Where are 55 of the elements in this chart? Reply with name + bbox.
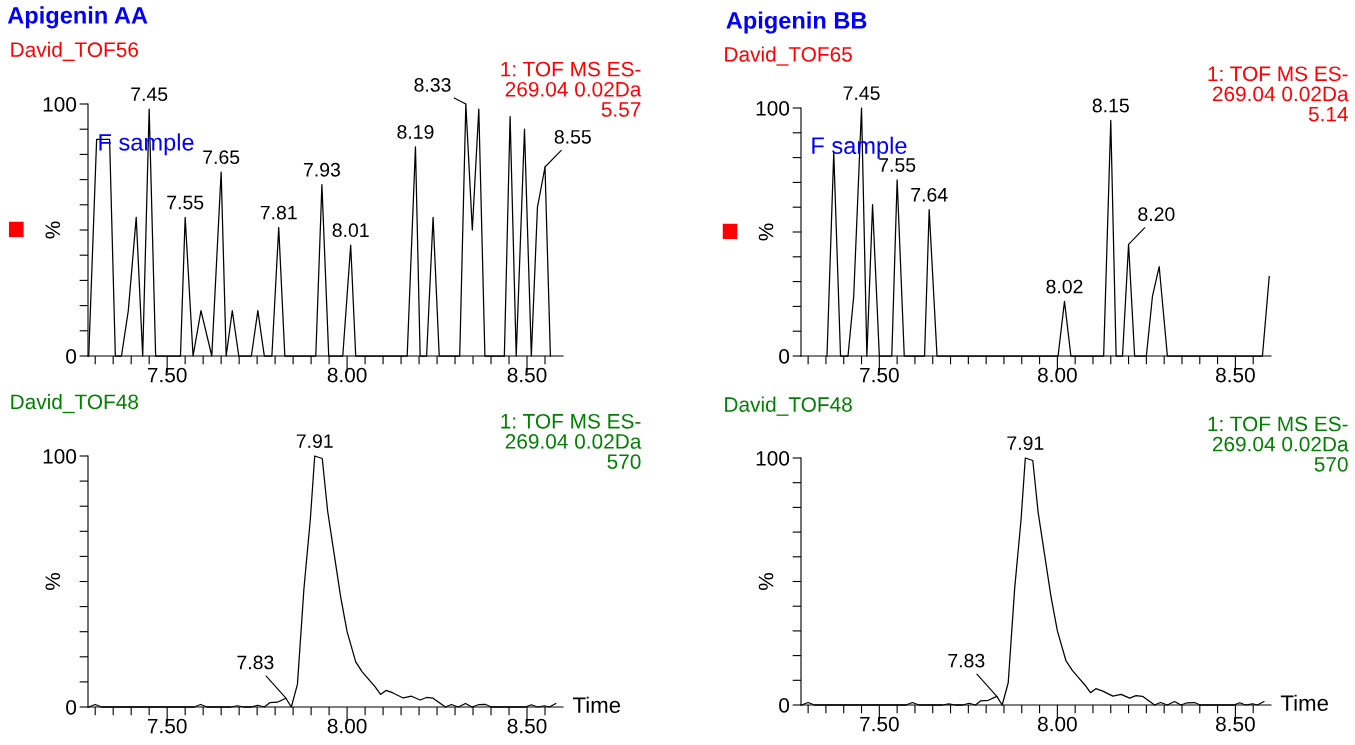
- y-axis-title: %: [45, 572, 61, 591]
- x-axis-title: Time: [573, 696, 621, 713]
- annotation: 8.15: [1092, 98, 1129, 113]
- text: David_TOF48: [11, 393, 139, 414]
- x-axis-title: Time: [1280, 694, 1328, 711]
- annotation: 8.20: [1138, 207, 1175, 222]
- y-axis-title: %: [45, 221, 61, 239]
- chart-title: Apigenin BB: [726, 11, 867, 34]
- y-axis-title: %: [758, 223, 774, 241]
- y-axis-title: %: [758, 572, 774, 591]
- text: David_TOF48: [725, 396, 852, 416]
- annotation: 7.45: [131, 87, 168, 102]
- annotation: 7.91: [1007, 436, 1044, 450]
- x-tick-label: 8.50: [507, 367, 547, 383]
- y-tick-label: 0: [779, 698, 790, 713]
- annotation: 1: TOF MS ES- 269.04 0.02Da 5.57: [501, 61, 642, 117]
- annotation: 7.64: [911, 187, 948, 202]
- x-tick-label: 8.00: [1038, 716, 1077, 732]
- annotation: 8.01: [332, 223, 369, 238]
- annotation: 8.55: [554, 129, 591, 144]
- x-tick-label: 8.00: [327, 367, 367, 383]
- x-tick-label: 7.50: [147, 367, 187, 383]
- y-tick-label: 0: [66, 700, 77, 715]
- annotation: 8.19: [397, 125, 434, 139]
- y-tick-label: 100: [756, 451, 790, 466]
- annotation: 7.83: [237, 655, 274, 670]
- annotation: 1: TOF MS ES- 269.04 0.02Da 570: [501, 413, 642, 469]
- x-tick-label: 8.00: [1038, 367, 1077, 383]
- x-tick-label: 8.50: [1216, 716, 1255, 732]
- annotation: 7.55: [879, 158, 916, 172]
- x-tick-label: 8.50: [1216, 367, 1255, 383]
- annotation: 7.83: [948, 653, 985, 668]
- x-tick-label: 8.00: [327, 718, 367, 734]
- annotation: 8.33: [414, 78, 451, 92]
- annotation: 1: TOF MS ES- 269.04 0.02Da 570: [1208, 416, 1349, 472]
- annotation: 7.93: [303, 162, 340, 177]
- y-tick-label: 0: [779, 349, 790, 364]
- y-tick-label: 100: [756, 101, 790, 116]
- x-tick-label: 7.50: [860, 716, 899, 732]
- y-tick-label: 100: [43, 449, 77, 464]
- annotation: 7.45: [843, 86, 880, 100]
- x-tick-label: 7.50: [147, 718, 187, 734]
- annotation: 8.02: [1046, 279, 1083, 294]
- annotation: 7.81: [260, 205, 297, 220]
- annotation: 1: TOF MS ES- 269.04 0.02Da 5.14: [1208, 66, 1349, 122]
- text: David_TOF65: [725, 46, 852, 66]
- y-tick-label: 0: [66, 349, 77, 364]
- x-tick-label: 7.50: [860, 367, 899, 383]
- chart-title: Apigenin AA: [7, 6, 148, 29]
- x-tick-label: 8.50: [507, 718, 547, 734]
- annotation: 7.91: [296, 434, 333, 448]
- text: David_TOF56: [11, 41, 139, 61]
- annotation: 7.65: [203, 150, 240, 165]
- y-tick-label: 100: [43, 97, 77, 112]
- annotation: 7.55: [167, 195, 204, 210]
